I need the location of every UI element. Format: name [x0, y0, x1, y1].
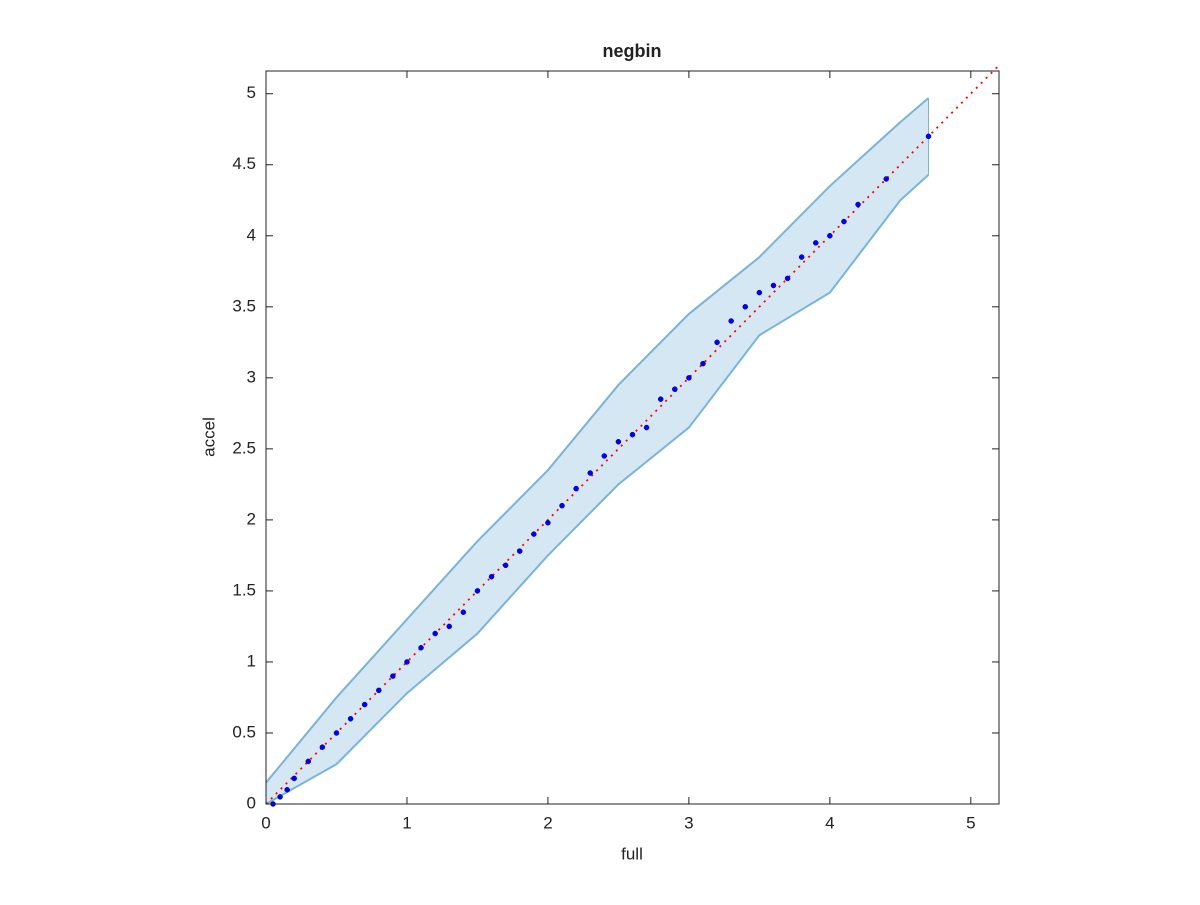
point	[361, 701, 368, 708]
x-tick-label: 5	[966, 813, 975, 832]
point	[284, 787, 290, 793]
x-tick-label: 2	[543, 813, 552, 832]
point	[333, 730, 340, 736]
point	[784, 275, 791, 282]
point	[714, 339, 720, 346]
point	[813, 240, 819, 246]
point	[601, 453, 608, 459]
point	[291, 775, 297, 782]
point	[516, 548, 523, 554]
y-tick-label: 2.5	[232, 438, 256, 457]
point	[488, 573, 495, 580]
point	[347, 716, 354, 722]
point	[573, 485, 579, 492]
point	[643, 424, 650, 431]
y-tick-label: 3	[247, 367, 256, 386]
y-tick-label: 1.5	[232, 580, 256, 599]
point	[855, 201, 861, 208]
point	[277, 794, 283, 800]
point	[700, 360, 706, 367]
y-tick-label: 1	[247, 651, 256, 670]
point	[657, 396, 664, 402]
x-tick-label: 0	[261, 813, 270, 832]
point	[587, 470, 593, 476]
point	[531, 531, 537, 537]
point	[883, 176, 889, 182]
y-tick-label: 5	[247, 83, 256, 102]
point	[925, 133, 932, 140]
point	[432, 630, 438, 637]
point	[827, 233, 833, 239]
x-axis-label: full	[621, 844, 643, 863]
point	[502, 562, 509, 569]
x-tick-label: 4	[825, 813, 834, 832]
plot-frame	[265, 70, 1000, 805]
point	[446, 623, 452, 630]
x-tick-label: 3	[684, 813, 693, 832]
point	[305, 758, 312, 765]
confidence-band	[266, 97, 929, 805]
point	[672, 386, 678, 392]
point	[770, 282, 777, 289]
point	[756, 289, 763, 296]
point	[418, 644, 424, 651]
point	[545, 519, 551, 526]
point	[728, 318, 734, 324]
point	[742, 304, 749, 310]
band-upper	[265, 97, 930, 784]
y-tick-label: 0	[247, 793, 256, 812]
point	[460, 609, 467, 615]
point	[390, 673, 396, 679]
y-tick-label: 3.5	[232, 296, 256, 315]
point	[319, 744, 326, 750]
x-tick-label: 1	[402, 813, 411, 832]
point	[798, 254, 805, 260]
point	[474, 588, 481, 594]
point	[686, 375, 692, 381]
y-tick-label: 0.5	[232, 722, 256, 741]
point	[559, 502, 565, 509]
point	[404, 659, 410, 665]
chart-title: negbin	[603, 41, 662, 61]
point	[841, 218, 847, 225]
y-tick-label: 4	[247, 225, 256, 244]
y-tick-label: 2	[247, 509, 256, 528]
y-tick-label: 4.5	[232, 154, 256, 173]
point	[615, 439, 622, 445]
point	[629, 431, 636, 438]
band-lower	[265, 173, 930, 805]
point	[376, 687, 382, 694]
y-axis-label: accel	[199, 417, 218, 457]
